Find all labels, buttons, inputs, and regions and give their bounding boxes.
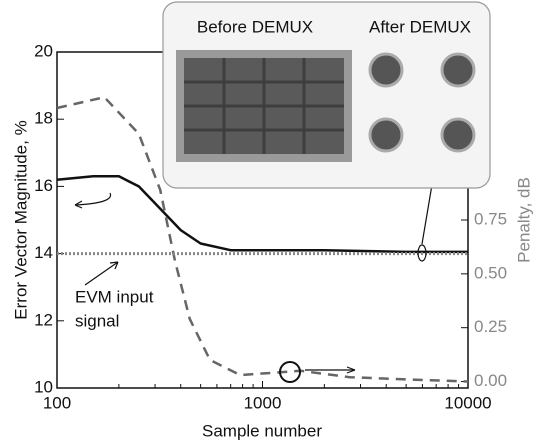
y-tick-label: 20 <box>34 41 53 60</box>
y-tick-label: 10 <box>34 377 53 396</box>
annotation: EVM input <box>75 287 154 306</box>
inset-label: After DEMUX <box>369 17 471 36</box>
x-tick-label: 10000 <box>444 393 491 412</box>
inset-label: Before DEMUX <box>197 17 313 36</box>
annotation: signal <box>75 311 119 330</box>
y2-tick-label: 0.00 <box>474 371 507 390</box>
y2-tick-label: 0.75 <box>474 209 507 228</box>
y-tick-label: 16 <box>34 176 53 195</box>
y-axis-label: Error Vector Magnitude, % <box>11 120 30 319</box>
y2-axis-label: Penalty, dB <box>514 177 533 263</box>
y2-tick-label: 0.25 <box>474 317 507 336</box>
x-tick-label: 1000 <box>244 393 282 412</box>
inset: Before DEMUX After DEMUX <box>163 2 490 188</box>
chart: Error Vector Magnitude, % Sample number … <box>0 0 536 445</box>
y-tick-label: 18 <box>34 109 53 128</box>
y-tick-label: 12 <box>34 310 53 329</box>
annotation-arrows <box>75 155 439 382</box>
x-axis-label: Sample number <box>202 421 322 440</box>
y-tick-label: 14 <box>34 243 53 262</box>
y2-tick-label: 0.50 <box>474 263 507 282</box>
